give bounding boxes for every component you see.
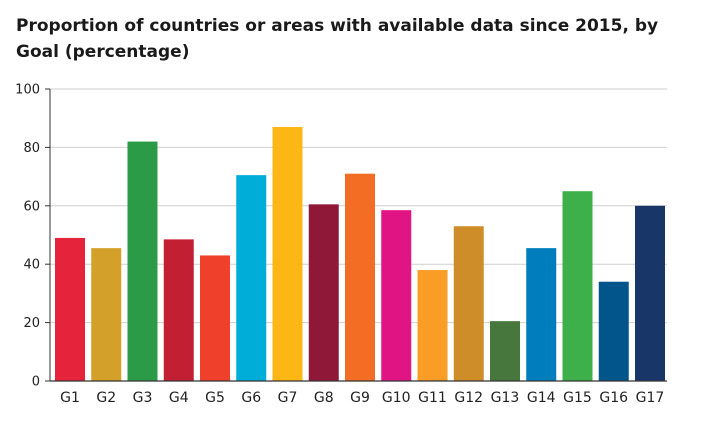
- y-tick-label: 60: [23, 199, 40, 214]
- x-tick-label: G16: [599, 390, 628, 406]
- bar-g12: [453, 226, 484, 381]
- x-tick-labels: G1 G2 G3 G4 G5 G6 G7 G8 G9 G10 G11 G12 G13 G14 G15 G16 G…: [60, 390, 664, 406]
- bar-g8: [308, 204, 339, 381]
- bar-g17: [635, 205, 665, 381]
- bar-g13: [490, 321, 520, 381]
- axes: [45, 88, 667, 382]
- bar-g9: [345, 173, 375, 381]
- y-tick-labels: 0 20 40 60 80 100: [15, 83, 40, 390]
- x-tick-label: G4: [169, 390, 189, 406]
- bar-g4: [163, 239, 194, 381]
- x-tick-label: G15: [563, 390, 592, 406]
- x-tick-label: G8: [314, 390, 334, 406]
- x-tick-label: G10: [382, 390, 411, 406]
- bars: [55, 126, 665, 382]
- bar-g1: [55, 237, 85, 381]
- x-tick-label: G12: [454, 390, 483, 406]
- x-tick-label: G3: [133, 390, 153, 406]
- x-tick-label: G14: [527, 390, 556, 406]
- chart-title: Proportion of countries or areas with av…: [16, 16, 659, 62]
- bar-g11: [417, 270, 448, 381]
- x-tick-label: G5: [205, 390, 225, 406]
- y-tick-label: 40: [23, 258, 40, 273]
- y-tick-label: 20: [23, 316, 40, 331]
- y-tick-label: 0: [32, 375, 40, 390]
- x-tick-label: G13: [491, 390, 520, 406]
- bar-g7: [272, 126, 303, 382]
- bar-g5: [200, 255, 230, 381]
- bar-g15: [562, 191, 593, 381]
- bar-g3: [127, 141, 158, 381]
- x-tick-label: G7: [278, 390, 298, 406]
- x-tick-label: G1: [60, 390, 80, 406]
- x-tick-label: G11: [418, 390, 447, 406]
- bar-g2: [91, 248, 122, 381]
- y-tick-label: 80: [23, 141, 40, 156]
- y-tick-label: 100: [15, 83, 40, 98]
- x-tick-label: G6: [241, 390, 261, 406]
- x-tick-label: G17: [636, 390, 665, 406]
- bar-g10: [381, 210, 412, 381]
- bar-g14: [526, 248, 557, 381]
- x-tick-label: G9: [350, 390, 370, 406]
- bar-g16: [598, 281, 629, 381]
- bar-g6: [236, 175, 267, 381]
- x-tick-label: G2: [96, 390, 116, 406]
